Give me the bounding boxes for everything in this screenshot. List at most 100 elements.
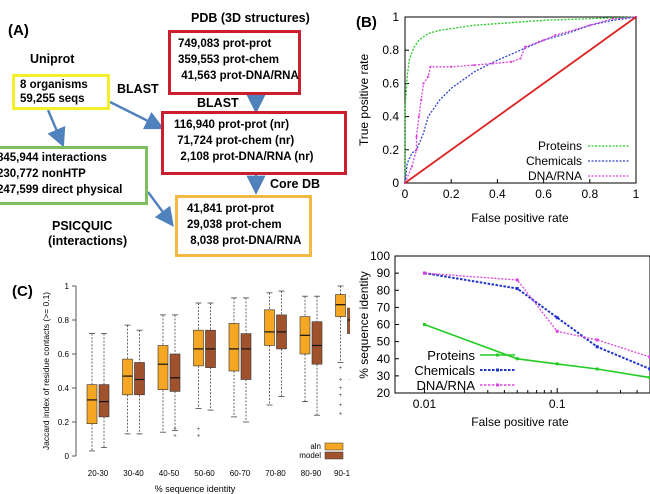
roc-series-line [404,16,637,183]
roc-point [542,39,545,42]
box-uniprot: 8 organisms 59,255 seqs [12,74,110,110]
jaccard-outlier: + [197,427,201,433]
jaccard-x-tick-label: 40-50 [159,469,180,478]
roc-y-tick-label: 0.6 [382,76,399,90]
identity-legend-label: Chemicals [414,363,475,378]
roc-y-tick-label: 0.2 [382,143,399,157]
roc-plot-frame [404,16,637,184]
roc-y-tick-label: 0.4 [382,110,399,124]
identity-point [648,367,650,371]
jaccard-y-tick-label: 0 [65,452,70,461]
identity-point [595,367,599,371]
box-psicquic: 845,944 interactions 230,772 nonHTP 247,… [0,146,148,205]
flow-arrows [46,94,266,227]
psicquic-line-3: 247,599 direct physical [0,184,123,196]
jaccard-box [169,353,181,392]
blast-line-2: 71,724 prot-chem (nr) [174,135,295,147]
uniprot-line-1: 8 organisms [20,79,88,91]
identity-y-tick-label: 40 [377,352,391,366]
jaccard-y-tick-label: 0.4 [58,384,70,393]
jaccard-y-tick-label: 0.2 [58,418,70,427]
jaccard-outlier: + [339,366,343,372]
panel-label-c: (C) [12,283,33,300]
jaccard-box [193,329,204,367]
roc-point [415,148,418,151]
jaccard-y-tick-label: 0.6 [58,350,70,359]
roc-y-tick-label: 1 [392,10,399,24]
jaccard-x-tick-label: 70-80 [265,469,286,478]
roc-legend-label: DNA/RNA [528,169,582,183]
blast-line-3: 2,108 prot-DNA/RNA (nr) [174,151,314,163]
label-blast-1: BLAST [117,82,159,96]
panel-label-a: (A) [8,22,29,39]
roc-x-tick-label: 0.2 [443,187,460,201]
identity-point [515,287,519,291]
roc-x-tick-label: 0 [402,187,409,201]
identity-y-tick-label: 20 [377,386,391,400]
identity-point [555,316,559,320]
label-core-db: Core DB [270,177,321,191]
box-core-db: 41,841 prot-prot 29,038 prot-chem 8,038 … [175,195,312,257]
arrow-uniprot-to-blast [109,100,165,130]
identity-y-label: % sequence identity [357,271,371,378]
jaccard-box [122,358,133,396]
jaccard-box [98,384,110,418]
identity-legend-label: DNA/RNA [416,378,475,393]
identity-point [555,362,559,366]
box-blast: 116,940 prot-prot (nr) 71,724 prot-chem … [161,111,347,175]
identity-y-tick-label: 90 [377,266,391,280]
arrow-psicquic-to-core [147,191,174,227]
panel-c-chart: 0 0.2 0.4 0.6 0.8 1 20-30 30-40 40-50 50-60 60-70… [41,282,350,494]
jaccard-y-tick-label: 0.8 [58,316,70,325]
roc-y-tick-label: 0 [392,176,399,190]
identity-x-tick-label: 0.1 [549,397,566,411]
identity-point [648,355,650,359]
identity-y-tick-label: 80 [377,283,391,297]
jaccard-x-tick-label: 50-60 [194,469,215,478]
jaccard-x-tick-label: 60-70 [230,469,251,478]
psicquic-line-2: 230,772 nonHTP [0,168,86,180]
roc-point [537,40,540,43]
panel-label-b: (B) [356,14,377,31]
roc-legend-label: Proteins [538,139,582,153]
uniprot-line-2: 59,255 seqs [20,93,85,105]
panel-b-charts: 0 0.2 0.4 0.6 0.8 1 0 0.2 0.4 0.6 0.8 1 False posi… [357,10,650,429]
roc-point [422,82,425,85]
box-pdb: 749,083 prot-prot 359,553 prot-chem 41,5… [168,30,301,95]
identity-point [422,323,426,326]
roc-x-tick-label: 0.6 [535,187,552,201]
label-blast-2: BLAST [197,96,239,110]
jaccard-box [157,345,169,391]
pdb-line-2: 359,553 prot-chem [178,54,279,66]
jaccard-x-tick-label: 30-40 [123,469,144,478]
jaccard-legend-label: aln [310,442,321,451]
identity-point [595,345,599,349]
roc-point [554,34,557,37]
jaccard-outlier: + [173,434,177,440]
jaccard-x-tick-label: 90-100 [334,469,350,478]
jaccard-x-tick-label: 80-90 [301,469,322,478]
label-psicquic-interactions: (interactions) [48,234,128,248]
jaccard-outlier: + [339,378,343,384]
label-uniprot: Uniprot [30,52,75,66]
identity-legend-marker [496,368,499,372]
roc-point [420,99,423,101]
identity-legend-marker [496,383,499,387]
jaccard-box [228,323,240,372]
roc-x-tick-label: 0.4 [489,187,506,201]
jaccard-box [311,321,323,365]
roc-series-line [404,16,637,184]
core-line-1: 41,841 prot-prot [187,203,274,215]
identity-x-label: False positive rate [471,415,569,429]
jaccard-y-tick-label: 1 [65,282,70,291]
roc-point [524,45,527,48]
identity-y-tick-label: 60 [377,318,391,332]
roc-point [427,75,430,78]
identity-legend-label: Proteins [427,348,475,363]
roc-y-label: True positive rate [357,54,371,147]
jaccard-outlier: + [339,403,343,409]
jaccard-legend-swatch [324,451,344,460]
identity-series-line [424,272,650,370]
roc-legend-label: Chemicals [526,154,582,168]
roc-point [519,57,522,60]
